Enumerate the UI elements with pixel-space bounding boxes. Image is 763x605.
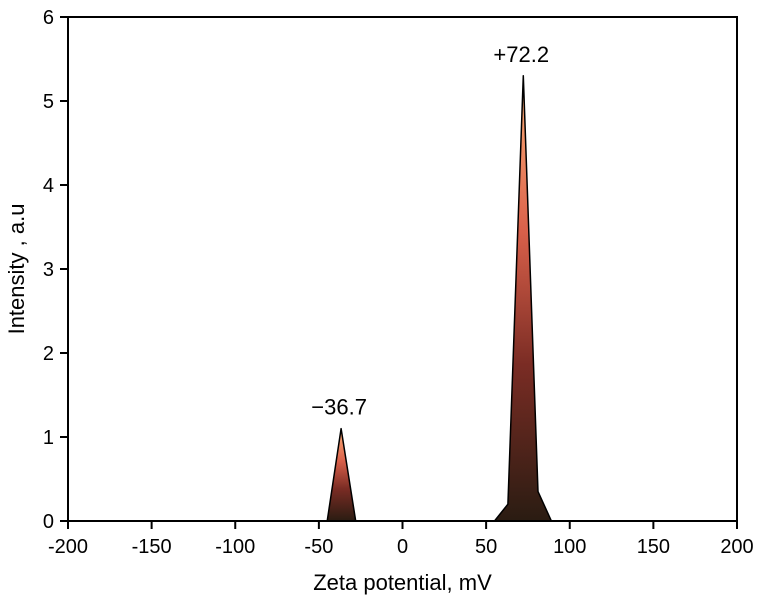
y-tick-label: 2 — [43, 343, 54, 365]
x-tick-label: -150 — [132, 536, 172, 558]
peak-label-2: +72.2 — [493, 42, 549, 67]
x-tick-label: 100 — [553, 536, 586, 558]
y-axis-ticks: 0 1 2 3 4 5 6 — [43, 7, 68, 533]
peak-area-1 — [326, 427, 357, 522]
y-tick-label: 3 — [43, 259, 54, 281]
y-tick-label: 1 — [43, 427, 54, 449]
x-tick-label: 150 — [637, 536, 670, 558]
peak-area-2 — [493, 75, 553, 522]
x-axis-title: Zeta potential, mV — [313, 570, 492, 595]
x-tick-label: 0 — [397, 536, 408, 558]
x-axis-ticks: -200 -150 -100 -50 0 50 100 150 200 — [48, 521, 754, 558]
x-tick-label: 50 — [475, 536, 497, 558]
y-tick-label: 0 — [43, 511, 54, 533]
peak-labels: −36.7 +72.2 — [311, 42, 549, 420]
x-tick-label: 200 — [720, 536, 753, 558]
x-tick-label: -100 — [215, 536, 255, 558]
x-tick-label: -200 — [48, 536, 88, 558]
y-tick-label: 5 — [43, 91, 54, 113]
plot-frame — [67, 16, 738, 522]
y-tick-label: 6 — [43, 7, 54, 29]
series-layer — [326, 75, 553, 522]
y-tick-label: 4 — [43, 175, 54, 197]
x-tick-label: -50 — [304, 536, 333, 558]
peak-label-1: −36.7 — [311, 395, 367, 420]
y-axis-title: Intensity , a.u — [4, 204, 29, 335]
